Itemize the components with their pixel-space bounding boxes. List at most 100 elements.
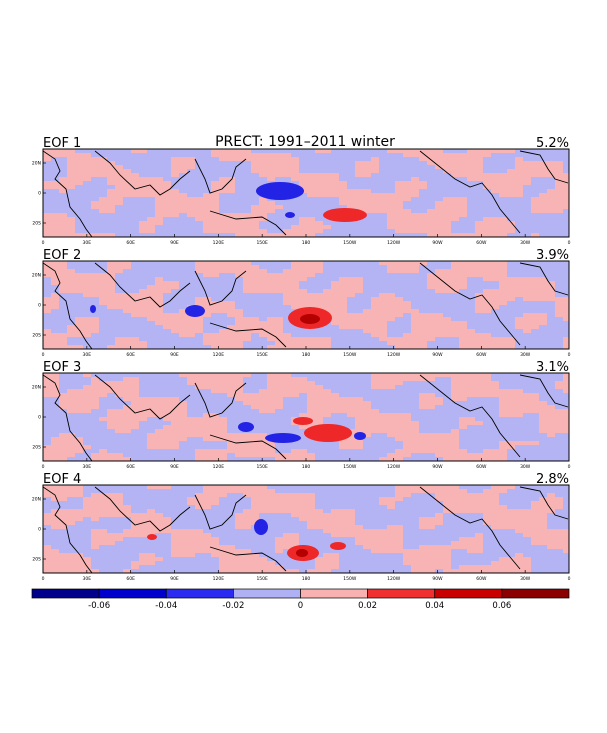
- field-cell: [355, 501, 364, 506]
- field-cell: [259, 205, 268, 210]
- field-cell: [83, 373, 92, 378]
- field-cell: [75, 281, 84, 286]
- field-cell: [539, 289, 548, 294]
- field-cell: [291, 153, 300, 158]
- field-cell: [443, 413, 452, 418]
- field-cell: [99, 497, 108, 502]
- field-cell: [147, 449, 156, 454]
- field-cell: [419, 441, 428, 446]
- field-cell: [227, 173, 236, 178]
- field-cell: [163, 209, 172, 214]
- field-cell: [107, 325, 116, 330]
- field-cell: [75, 433, 84, 438]
- field-cell: [427, 333, 436, 338]
- field-cell: [443, 177, 452, 182]
- field-cell: [531, 169, 540, 174]
- field-cell: [307, 285, 316, 290]
- field-cell: [427, 397, 436, 402]
- field-cell: [307, 385, 316, 390]
- field-cell: [195, 221, 204, 226]
- field-cell: [51, 413, 60, 418]
- field-cell: [411, 409, 420, 414]
- field-cell: [67, 169, 76, 174]
- field-cell: [323, 285, 332, 290]
- field-cell: [363, 381, 372, 386]
- field-cell: [547, 509, 556, 514]
- field-cell: [51, 221, 60, 226]
- field-cell: [179, 321, 188, 326]
- field-cell: [363, 309, 372, 314]
- field-cell: [91, 341, 100, 346]
- field-cell: [467, 309, 476, 314]
- field-cell: [131, 417, 140, 422]
- field-cell: [163, 173, 172, 178]
- field-cell: [427, 197, 436, 202]
- field-cell: [155, 269, 164, 274]
- field-cell: [275, 513, 284, 518]
- field-cell: [563, 341, 569, 346]
- field-cell: [43, 293, 52, 298]
- field-cell: [411, 233, 420, 237]
- field-cell: [227, 225, 236, 230]
- field-cell: [379, 301, 388, 306]
- field-cell: [99, 513, 108, 518]
- field-cell: [563, 377, 569, 382]
- field-cell: [139, 269, 148, 274]
- field-cell: [371, 277, 380, 282]
- field-cell: [67, 449, 76, 454]
- field-cell: [379, 281, 388, 286]
- field-cell: [491, 297, 500, 302]
- field-cell: [451, 285, 460, 290]
- field-cell: [147, 413, 156, 418]
- field-cell: [371, 201, 380, 206]
- field-cell: [227, 441, 236, 446]
- coastline: [419, 374, 521, 458]
- field-cell: [443, 393, 452, 398]
- field-cell: [491, 153, 500, 158]
- field-cell: [379, 493, 388, 498]
- field-cell: [211, 341, 220, 346]
- field-cell: [403, 317, 412, 322]
- field-cell: [267, 261, 276, 266]
- anomaly-contour: [90, 305, 96, 313]
- field-cell: [187, 193, 196, 198]
- field-cell: [355, 449, 364, 454]
- field-cell: [267, 217, 276, 222]
- field-cell: [187, 169, 196, 174]
- field-cell: [211, 269, 220, 274]
- field-cell: [363, 505, 372, 510]
- field-cell: [411, 373, 420, 378]
- field-cell: [203, 221, 212, 226]
- field-cell: [131, 381, 140, 386]
- field-cell: [515, 429, 524, 434]
- field-cell: [315, 377, 324, 382]
- field-cell: [483, 505, 492, 510]
- field-cell: [563, 321, 569, 326]
- field-cell: [147, 509, 156, 514]
- field-cell: [171, 505, 180, 510]
- field-cell: [67, 269, 76, 274]
- field-cell: [427, 373, 436, 378]
- field-cell: [123, 413, 132, 418]
- field-cell: [91, 269, 100, 274]
- field-cell: [339, 265, 348, 270]
- field-cell: [51, 321, 60, 326]
- field-cell: [275, 345, 284, 349]
- field-cell: [227, 189, 236, 194]
- field-cell: [363, 509, 372, 514]
- field-cell: [499, 217, 508, 222]
- field-cell: [155, 421, 164, 426]
- field-cell: [411, 385, 420, 390]
- field-cell: [123, 169, 132, 174]
- field-cell: [539, 153, 548, 158]
- field-cell: [563, 485, 569, 490]
- field-cell: [507, 345, 516, 349]
- field-cell: [427, 389, 436, 394]
- field-cell: [115, 317, 124, 322]
- field-cell: [155, 377, 164, 382]
- field-cell: [555, 301, 564, 306]
- field-cell: [155, 261, 164, 266]
- field-cell: [243, 441, 252, 446]
- field-cell: [67, 205, 76, 210]
- field-cell: [51, 313, 60, 318]
